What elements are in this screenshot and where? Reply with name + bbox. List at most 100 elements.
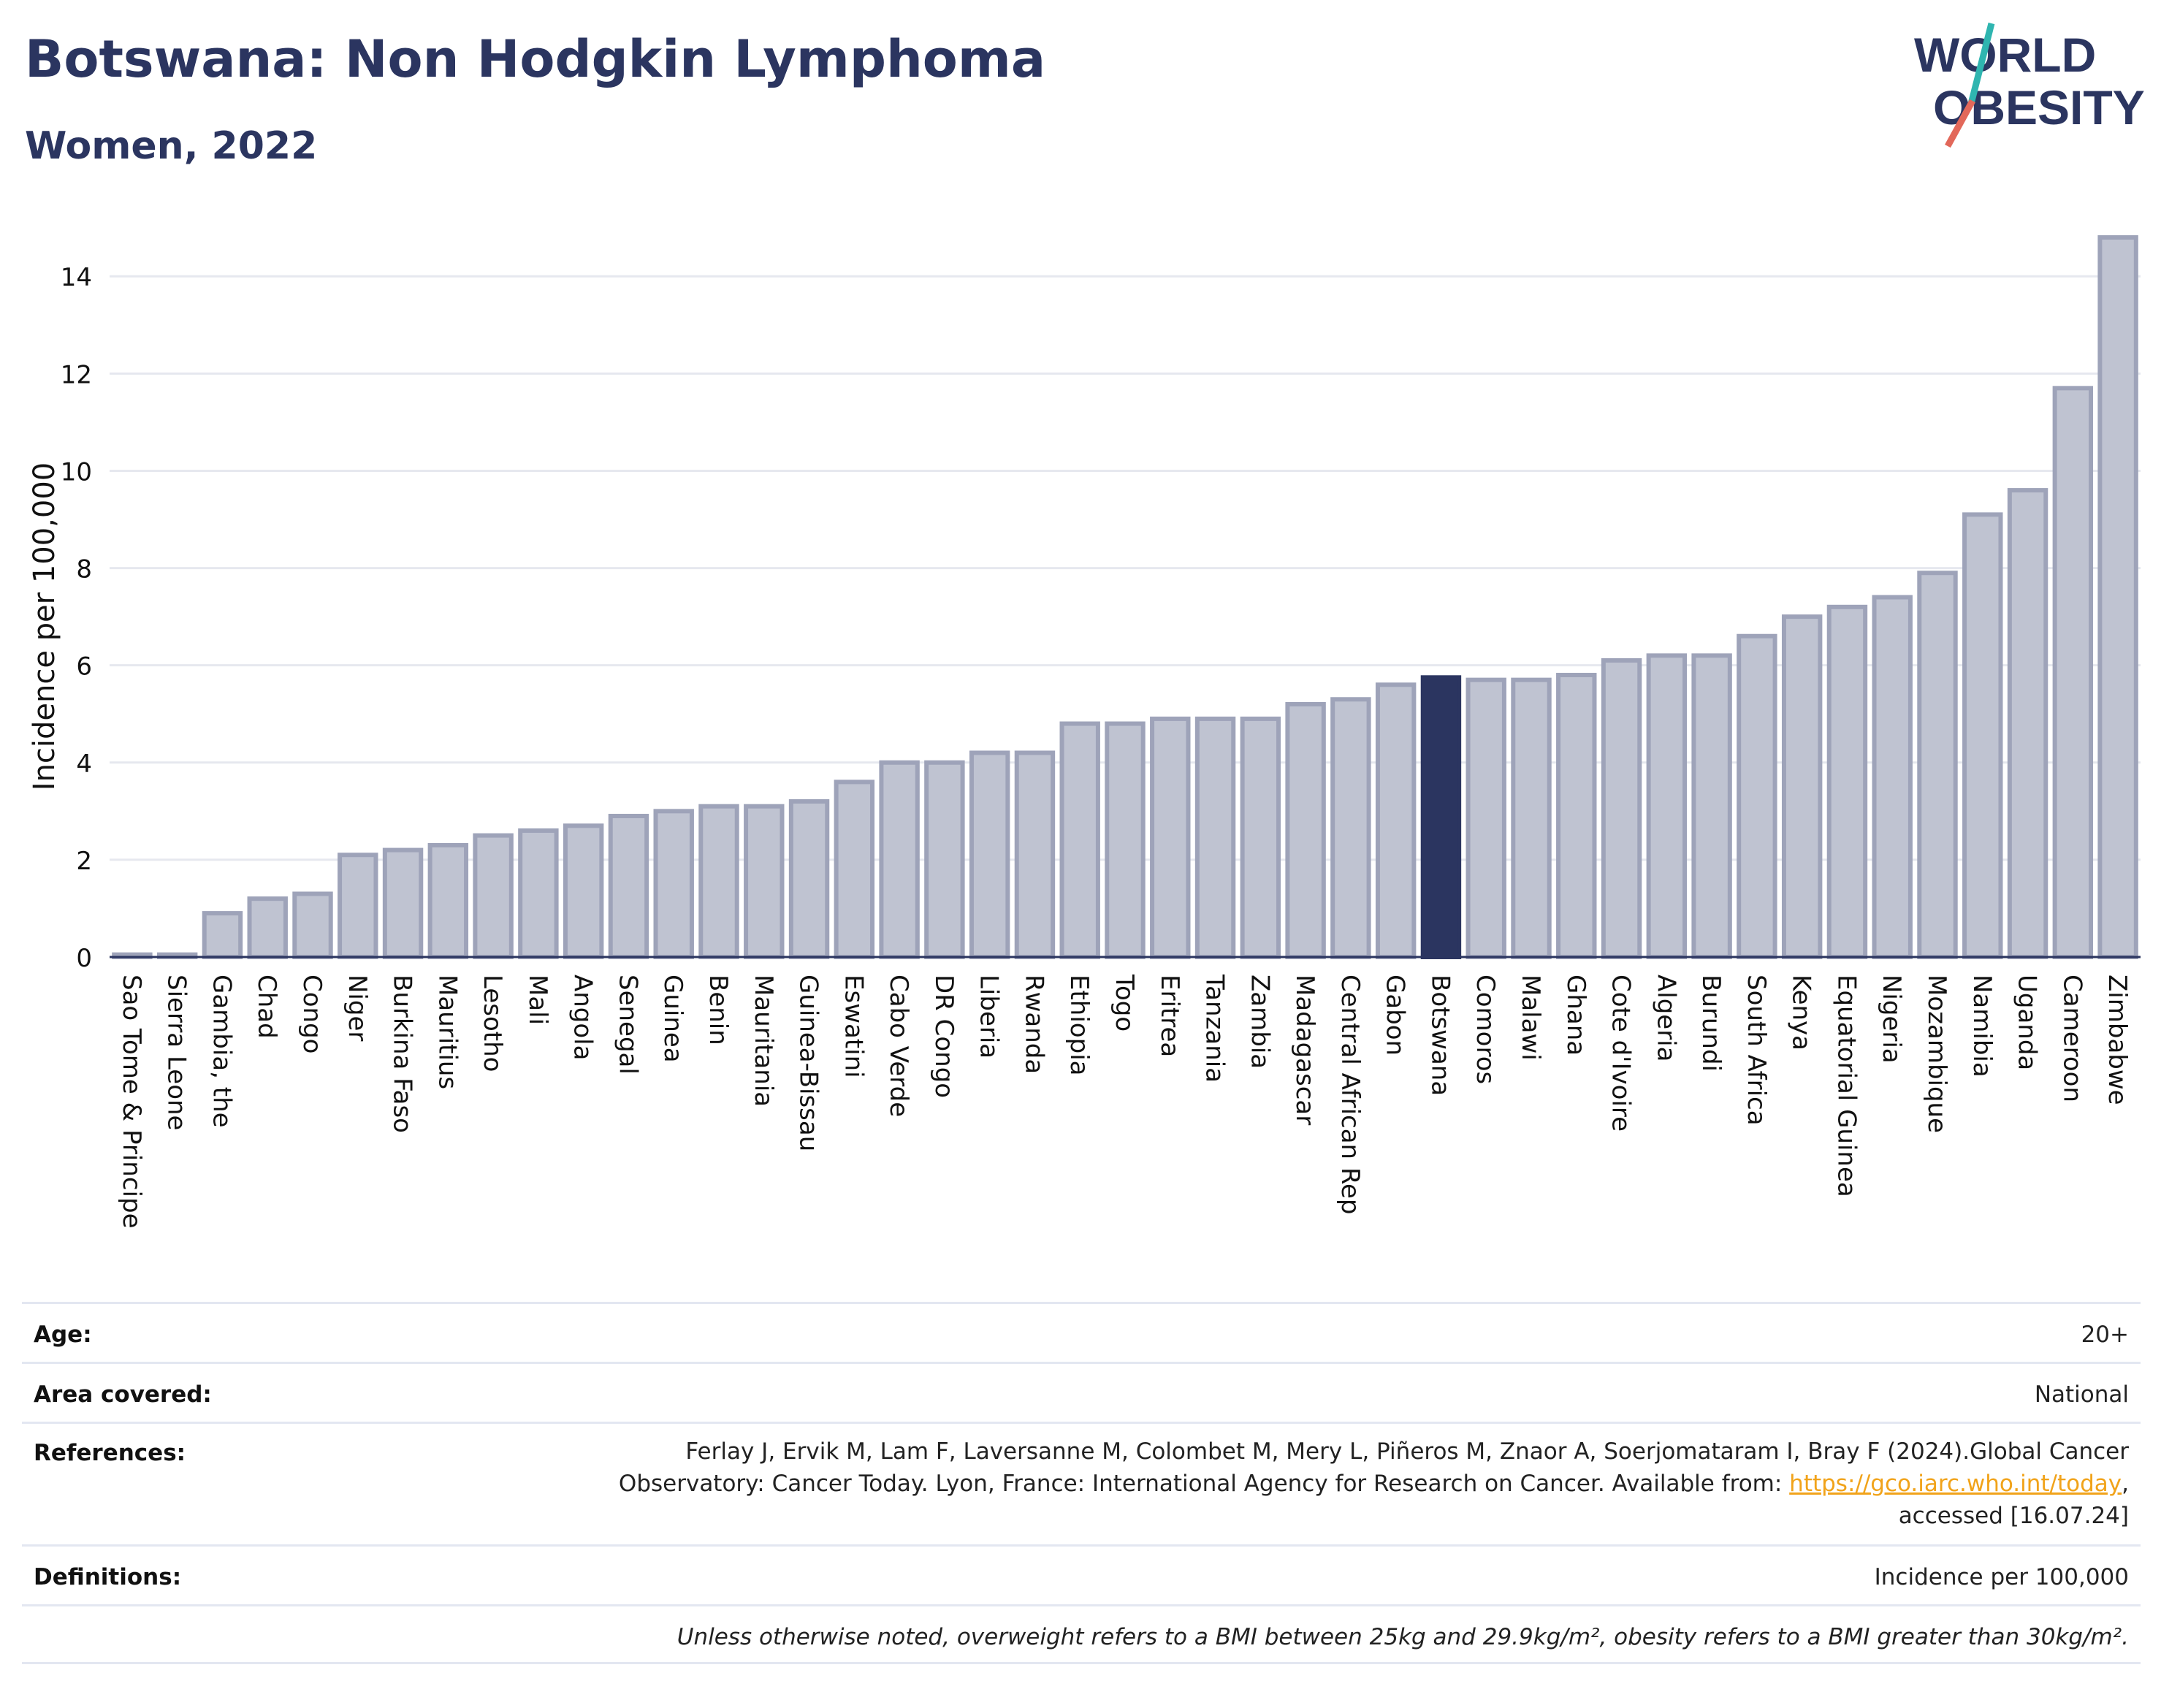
bar-namibia [1962, 512, 2003, 959]
x-tick-label: Zimbabwe [2103, 975, 2132, 1105]
x-tick-label: Eritrea [1155, 975, 1184, 1057]
bar-guinea [653, 809, 694, 959]
bar-tanzania [1194, 716, 1236, 959]
x-tick-label: Angola [568, 975, 598, 1060]
bar-mauritius [427, 842, 469, 959]
bar-cameroon [2052, 386, 2094, 959]
x-tick-label: Ethiopia [1064, 975, 1094, 1075]
x-tick-label: Tanzania [1200, 974, 1230, 1083]
x-tick-label: Algeria [1651, 975, 1680, 1061]
bar-comoros [1466, 677, 1506, 959]
bar-zambia [1240, 716, 1281, 959]
bar-chart: 0 2 4 6 8 10 12 14 Sao Tome & Principe Sierra Le… [28, 235, 2141, 1229]
footer-row-references: References: Ferlay J, Ervik M, Lam F, La… [22, 1422, 2141, 1544]
logo-slash-red [1945, 99, 1975, 148]
x-tick-label: Sao Tome & Principe [117, 975, 146, 1229]
x-tick-label: Namibia [1967, 975, 1997, 1078]
y-tick-label: 10 [61, 457, 92, 487]
references-body: Ferlay J, Ervik M, Lam F, Laversanne M, … [618, 1438, 2129, 1497]
bar-equatorial-guinea [1826, 604, 1868, 959]
definitions-label: Definitions: [34, 1564, 182, 1590]
bar-togo [1105, 721, 1146, 959]
x-tick-label: Mauritius [432, 975, 462, 1089]
footer-row-area: Area covered: National [22, 1362, 2141, 1422]
bar-central-african-rep [1330, 697, 1371, 959]
x-tick-label: Nigeria [1877, 975, 1906, 1064]
y-tick-label: 4 [76, 750, 92, 779]
bar-dr-congo [924, 760, 965, 960]
references-label: References: [34, 1440, 186, 1466]
x-axis-labels: Sao Tome & Principe Sierra Leone Gambia, t… [117, 974, 2132, 1229]
area-label: Area covered: [34, 1381, 212, 1408]
bar-uganda [2007, 488, 2048, 960]
y-tick-label: 8 [76, 555, 92, 584]
x-tick-label: Togo [1110, 974, 1139, 1032]
chart-bars [112, 235, 2138, 960]
x-tick-label: Burundi [1696, 975, 1726, 1072]
bar-burkina-faso [382, 847, 424, 959]
definitions-value: Incidence per 100,000 [1874, 1564, 2129, 1590]
references-tail: , accessed [16.07.24] [1898, 1471, 2129, 1529]
x-tick-label: Chad [252, 975, 281, 1039]
x-tick-label: Uganda [2013, 975, 2042, 1070]
bar-madagascar [1285, 701, 1326, 960]
x-tick-label: Liberia [975, 975, 1004, 1059]
x-tick-label: Congo [297, 975, 327, 1053]
x-tick-label: Guinea [658, 975, 687, 1063]
page-subtitle: Women, 2022 [25, 124, 318, 168]
bar-zimbabwe [2097, 235, 2138, 959]
x-tick-label: Mali [523, 975, 552, 1025]
footer-row-definitions: Definitions: Incidence per 100,000 [22, 1544, 2141, 1604]
x-tick-label: Burkina Faso [388, 975, 417, 1133]
x-tick-label: Kenya [1787, 975, 1816, 1051]
y-tick-label: 12 [61, 360, 92, 389]
world-obesity-logo: WORLD OBESITY [1914, 22, 2145, 148]
x-tick-label: Botswana [1425, 975, 1455, 1096]
x-tick-label: Comoros [1471, 975, 1500, 1084]
bar-angola [563, 823, 604, 960]
bar-benin [698, 804, 739, 959]
y-tick-label: 14 [61, 263, 92, 292]
bar-mozambique [1917, 571, 1958, 959]
bar-ethiopia [1059, 721, 1100, 959]
page-title: Botswana: Non Hodgkin Lymphoma [25, 29, 1046, 89]
bar-gabon [1375, 682, 1417, 959]
x-tick-label: Rwanda [1019, 975, 1048, 1074]
x-tick-label: Guinea-Bissau [794, 975, 823, 1151]
x-tick-label: Zambia [1245, 975, 1274, 1069]
x-tick-label: Mozambique [1922, 975, 1951, 1133]
bar-kenya [1781, 614, 1823, 960]
bar-eswatini [834, 779, 875, 959]
bar-chad [247, 896, 288, 959]
footer-row-age: Age: 20+ [22, 1302, 2141, 1362]
logo-slash-teal [1967, 22, 1995, 105]
y-axis-label: Incidence per 100,000 [28, 462, 61, 791]
x-tick-label: Equatorial Guinea [1832, 975, 1861, 1197]
x-tick-label: Gabon [1381, 975, 1410, 1056]
bar-guinea-bissau [788, 799, 830, 960]
x-tick-label: Mauritania [749, 975, 778, 1107]
bar-burundi [1691, 653, 1732, 959]
bmi-note: Unless otherwise noted, overweight refer… [676, 1624, 2129, 1650]
bar-liberia [969, 750, 1010, 959]
footer-row-note: Unless otherwise noted, overweight refer… [22, 1604, 2141, 1664]
bar-cote-d-ivoire [1601, 658, 1642, 959]
x-tick-label: Lesotho [478, 975, 507, 1072]
x-tick-label: Eswatini [839, 975, 868, 1078]
bar-lesotho [473, 833, 514, 959]
age-label: Age: [34, 1322, 92, 1348]
y-tick-label: 6 [76, 652, 92, 682]
x-tick-label: Cabo Verde [884, 975, 913, 1117]
x-tick-label: Niger [343, 975, 372, 1041]
references-text: Ferlay J, Ervik M, Lam F, Laversanne M, … [595, 1436, 2129, 1532]
bar-senegal [608, 813, 649, 959]
x-tick-label: DR Congo [929, 975, 958, 1098]
x-tick-label: Gambia, the [207, 975, 236, 1128]
y-tick-label: 0 [76, 944, 92, 973]
bar-cabo-verde [879, 760, 920, 960]
bar-south-africa [1737, 633, 1777, 959]
references-link[interactable]: https://gco.iarc.who.int/today [1789, 1471, 2122, 1497]
age-value: 20+ [2081, 1322, 2129, 1348]
logo-line1: WORLD [1914, 28, 2096, 82]
x-tick-label: Malawi [1516, 975, 1545, 1061]
